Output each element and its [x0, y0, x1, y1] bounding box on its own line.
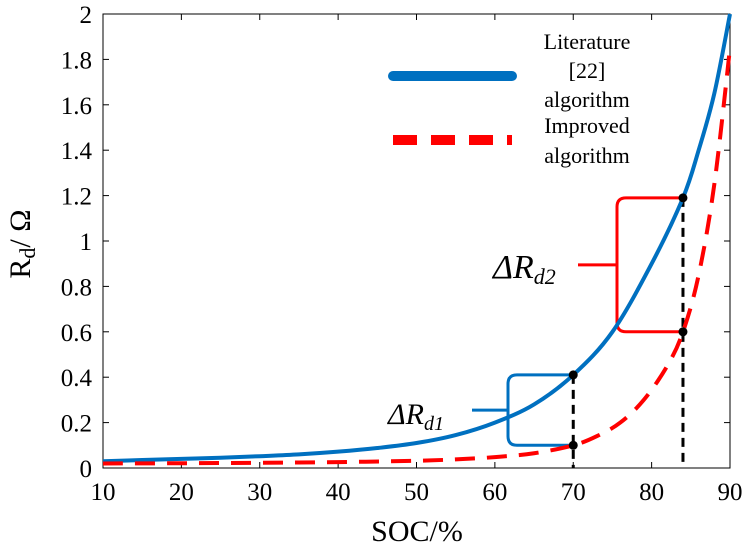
x-tick-label: 60	[482, 479, 507, 506]
marker-dot-d1-low	[568, 440, 578, 450]
y-axis-label-sub: d	[15, 248, 40, 259]
y-tick-label: 0	[80, 456, 93, 483]
y-tick-label: 1	[80, 229, 93, 256]
x-tick-label: 40	[326, 479, 351, 506]
y-tick-label: 1.8	[61, 47, 92, 74]
marker-dot-d2-low	[678, 327, 688, 337]
legend-label-literature-line2: [22]	[569, 58, 606, 83]
brace-d1	[472, 373, 571, 447]
x-tick-label: 50	[404, 479, 429, 506]
y-tick-label: 0.4	[61, 365, 93, 392]
x-tick-label: 30	[247, 479, 272, 506]
y-tick-label: 1.6	[61, 93, 92, 120]
svg-text:Rd/ Ω: Rd/ Ω	[4, 209, 40, 278]
brace-d2	[578, 196, 680, 334]
y-tick-label: 0.6	[61, 320, 92, 347]
legend-label-improved-line1: Improved	[544, 113, 630, 138]
marker-dot-d1-high	[568, 370, 578, 380]
legend-label-literature-line3: algorithm	[544, 87, 630, 112]
marker-group	[568, 193, 688, 450]
y-tick-label: 2	[80, 2, 93, 29]
legend-label-improved-line2: algorithm	[544, 143, 630, 168]
x-tick-label: 20	[169, 479, 194, 506]
legend-box	[380, 22, 642, 174]
y-tick-label: 1.4	[61, 138, 93, 165]
y-tick-group: 0 0.2 0.4 0.6 0.8 1 1.2 1.4 1.6 1.8 2	[61, 2, 730, 483]
y-axis-label-tail: / Ω	[4, 209, 37, 247]
x-tick-label: 10	[91, 479, 116, 506]
legend-label-literature-line1: Literature	[544, 29, 631, 54]
x-tick-group: 10 20 30 40 50 60 70 80 90	[91, 14, 743, 506]
y-tick-label: 1.2	[61, 184, 92, 211]
x-tick-label: 80	[639, 479, 664, 506]
annotation-label-d1: ΔRd1	[387, 398, 444, 435]
legend: Literature [22] algorithm Improved algor…	[380, 22, 642, 174]
x-axis-label: SOC/%	[371, 515, 463, 546]
y-axis-label-main: R	[4, 259, 37, 279]
annotation-label-d2: ΔRd2	[491, 249, 556, 289]
y-tick-label: 0.2	[61, 411, 92, 438]
x-tick-label: 90	[718, 479, 743, 506]
series-line-improved	[102, 47, 732, 466]
y-axis-label: Rd/ Ω	[4, 209, 40, 278]
y-tick-label: 0.8	[61, 274, 92, 301]
x-tick-label: 70	[561, 479, 586, 506]
marker-dot-d2-high	[678, 193, 688, 203]
